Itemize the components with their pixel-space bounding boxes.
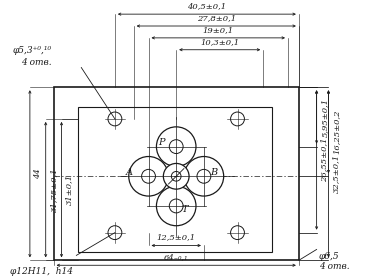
Text: 19±0,1: 19±0,1: [203, 26, 234, 34]
Text: 4 отв.: 4 отв.: [21, 58, 52, 66]
Circle shape: [156, 127, 196, 167]
Text: B: B: [210, 168, 217, 177]
Text: 4 отв.: 4 отв.: [319, 262, 349, 271]
Text: 12,5±0,1: 12,5±0,1: [157, 234, 196, 242]
Text: P: P: [158, 138, 165, 147]
Text: 40,5±0,1: 40,5±0,1: [187, 2, 226, 10]
Text: 16,25±0,2: 16,25±0,2: [333, 110, 340, 154]
Text: 27,8±0,1: 27,8±0,1: [197, 14, 236, 22]
Circle shape: [129, 157, 168, 196]
Text: T: T: [182, 205, 188, 214]
Bar: [78, 107, 272, 252]
Text: 26,55±0,1: 26,55±0,1: [321, 138, 329, 182]
Text: A: A: [125, 168, 132, 177]
Text: φ5,3⁺⁰,¹⁰: φ5,3⁺⁰,¹⁰: [12, 46, 52, 55]
Text: φ12Н11,  h14: φ12Н11, h14: [10, 267, 73, 276]
Circle shape: [163, 163, 189, 189]
Text: 32,5±0,1: 32,5±0,1: [333, 154, 340, 193]
Text: 5,95±0,1: 5,95±0,1: [321, 97, 329, 136]
Text: 10,3±0,1: 10,3±0,1: [200, 38, 239, 46]
Text: 44: 44: [34, 168, 42, 179]
Text: 64₋₀,₁: 64₋₀,₁: [164, 253, 188, 261]
Bar: [54, 87, 299, 260]
Text: φ6,5: φ6,5: [319, 252, 339, 261]
Text: 31,75±0,1: 31,75±0,1: [50, 167, 58, 212]
Text: 31±0,1: 31±0,1: [65, 174, 74, 205]
Circle shape: [156, 186, 196, 226]
Circle shape: [184, 157, 224, 196]
